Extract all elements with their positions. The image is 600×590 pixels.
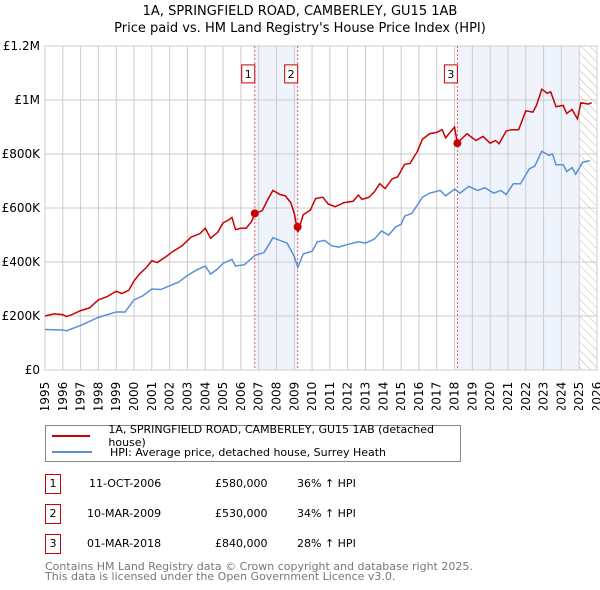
sale-date: 11-OCT-2006 [89,477,162,490]
y-tick-label: £600K [2,201,42,215]
y-tick-label: £1M [14,93,40,107]
sale-date: 10-MAR-2009 [87,507,162,520]
x-tick-label: 2021 [501,382,515,410]
x-tick-label: 2020 [483,382,497,410]
x-tick-label: 1998 [91,382,105,410]
sale-point [453,139,462,148]
x-tick-label: 2000 [127,382,141,410]
footer-licence: This data is licensed under the Open Gov… [45,570,396,583]
x-tick-label: 2014 [376,382,390,410]
x-tick-label: 2017 [430,382,444,410]
x-tick-label: 2025 [572,382,586,410]
sale-number: 3 [45,534,61,554]
x-tick-label: 2024 [554,382,568,410]
legend-swatch-red [52,435,91,437]
sale-number: 1 [45,474,61,494]
x-tick-label: 2009 [287,382,301,410]
y-tick-label: £0 [25,363,40,377]
sale-hpi: 28% ↑ HPI [297,537,356,550]
sale-label: 2 [288,68,295,81]
x-tick-label: 2001 [145,382,159,410]
x-tick-label: 2022 [519,382,533,410]
x-tick-label: 2016 [412,382,426,410]
sale-label-box [443,64,458,84]
property-price-line [44,87,592,318]
sale-hpi: 36% ↑ HPI [297,477,356,490]
x-tick-label: 2023 [537,382,551,410]
plot-border [44,45,598,371]
price-chart: 1995 1996 1997 1998 1999 2000 2001 2002 2003 2004… [2,39,600,410]
x-tick-label: 2012 [341,382,355,410]
sale-hpi: 34% ↑ HPI [297,507,356,520]
x-tick-label: 2005 [216,382,230,410]
x-tick-label: 2013 [359,382,373,410]
x-tick-label: 2010 [305,382,319,410]
x-tick-label: 2015 [394,382,408,410]
x-tick-label: 1996 [56,382,70,410]
x-tick-label: 2019 [465,382,479,410]
hpi-line [44,150,591,332]
x-tick-label: 2007 [252,382,266,410]
x-tick-label: 2002 [163,382,177,410]
x-tick-label: 1997 [74,382,88,410]
legend-swatch-blue [52,451,92,453]
sale-point [293,222,302,231]
legend-item-hpi: HPI: Average price, detached house, Surr… [46,444,386,460]
legend: 1A, SPRINGFIELD ROAD, CAMBERLEY, GU15 1A… [45,423,461,462]
sale-price: £530,000 [215,507,268,520]
sale-point [250,209,259,218]
y-tick-label: £400K [2,255,42,269]
x-tick-label: 2018 [448,382,462,410]
sale-price: £580,000 [215,477,268,490]
legend-label: HPI: Average price, detached house, Surr… [110,445,387,459]
sale-label-box [241,64,256,84]
sale-label-box [284,64,299,84]
legend-item-property: 1A, SPRINGFIELD ROAD, CAMBERLEY, GU15 1A… [46,423,460,449]
x-tick-label: 1999 [109,382,123,410]
x-tick-label: 2003 [180,382,194,410]
footer-copyright: Contains HM Land Registry data © Crown c… [45,560,473,573]
x-tick-label: 2008 [269,382,283,410]
y-tick-label: £800K [2,147,42,161]
sale-price: £840,000 [215,537,268,550]
x-tick-label: 2026 [590,382,600,410]
x-tick-label: 2011 [323,382,337,410]
sale-label: 1 [245,68,252,81]
legend-label: 1A, SPRINGFIELD ROAD, CAMBERLEY, GU15 1A… [108,423,434,449]
y-tick-label: £1.2M [3,39,40,53]
x-tick-label: 1995 [38,382,52,410]
sale-number: 2 [45,504,61,524]
sale-date: 01-MAR-2018 [87,537,162,550]
chart-title: 1A, SPRINGFIELD ROAD, CAMBERLEY, GU15 1A… [142,4,458,19]
y-tick-label: £200K [2,309,42,323]
chart-subtitle: Price paid vs. HM Land Registry's House … [114,21,486,36]
x-tick-label: 2004 [198,382,212,410]
sale-label: 3 [447,68,454,81]
x-tick-label: 2006 [234,382,248,410]
